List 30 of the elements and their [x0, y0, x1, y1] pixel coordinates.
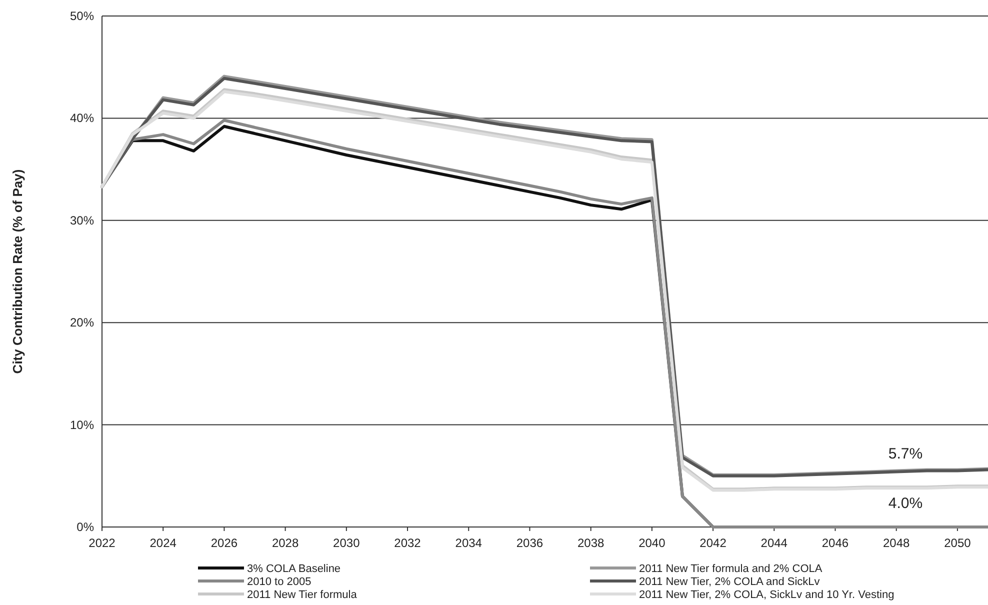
- y-tick-label: 40%: [70, 111, 94, 126]
- x-tick-label: 2030: [333, 536, 360, 550]
- y-tick-label: 50%: [70, 9, 94, 23]
- legend-label: 2011 New Tier, 2% COLA, SickLv and 10 Yr. Vesting: [639, 589, 894, 601]
- x-tick-label: 2032: [394, 536, 422, 550]
- x-tick-label: 2040: [638, 536, 666, 550]
- x-tick-label: 2024: [150, 536, 177, 550]
- x-tick-label: 2034: [455, 536, 482, 550]
- legend-label: 3% COLA Baseline: [247, 563, 341, 575]
- legend-label: 2011 New Tier, 2% COLA and SickLv: [639, 576, 820, 588]
- y-tick-label: 0%: [76, 520, 94, 534]
- x-tick-label: 2036: [516, 536, 544, 550]
- annotation: 4.0%: [888, 495, 923, 512]
- legend-label: 2011 New Tier formula and 2% COLA: [639, 563, 823, 575]
- annotation: 5.7%: [888, 446, 923, 463]
- x-tick-label: 2044: [760, 536, 788, 550]
- x-tick-label: 2042: [700, 536, 727, 550]
- y-axis-title: City Contribution Rate (% of Pay): [10, 169, 25, 374]
- x-tick-label: 2038: [577, 536, 604, 550]
- y-tick-label: 20%: [70, 316, 94, 330]
- x-tick-label: 2028: [272, 536, 299, 550]
- x-tick-label: 2022: [88, 536, 116, 550]
- x-tick-label: 2050: [944, 536, 972, 550]
- x-tick-label: 2048: [882, 536, 910, 550]
- legend-label: 2011 New Tier formula: [247, 589, 358, 601]
- legend-label: 2010 to 2005: [247, 576, 312, 588]
- x-tick-label: 2026: [210, 536, 238, 550]
- x-tick-label: 2046: [822, 536, 849, 550]
- y-tick-label: 30%: [70, 213, 94, 228]
- y-tick-label: 10%: [70, 418, 94, 432]
